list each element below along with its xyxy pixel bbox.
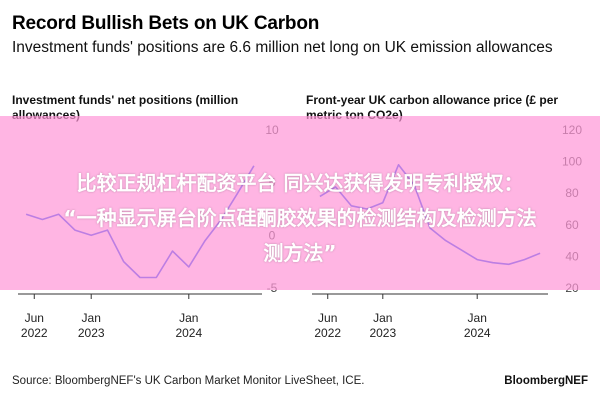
source-note: Source: BloombergNEF's UK Carbon Market … bbox=[12, 375, 365, 387]
watermark-line-3: 测方法” bbox=[263, 241, 337, 265]
x-tick-month-label: Jan bbox=[373, 311, 392, 325]
watermark-line-2: “一种显示屏台阶点硅酮胶效果的检测结构及检测方法 bbox=[63, 206, 537, 230]
x-tick-year-label: 2024 bbox=[464, 326, 491, 340]
brand-logo-text: BloombergNEF bbox=[504, 375, 588, 387]
x-tick-year-label: 2022 bbox=[21, 326, 48, 340]
watermark-line-1: 比较正规杠杆配资平台 同兴达获得发明专利授权： bbox=[76, 171, 524, 195]
x-tick-month-label: Jan bbox=[468, 311, 487, 325]
x-tick-year-label: 2023 bbox=[78, 326, 105, 340]
x-tick-month-label: Jun bbox=[25, 311, 44, 325]
chart-title: Record Bullish Bets on UK Carbon bbox=[12, 13, 320, 34]
chart-subtitle: Investment funds' positions are 6.6 mill… bbox=[12, 39, 553, 56]
watermark-overlay bbox=[0, 116, 600, 290]
x-tick-year-label: 2024 bbox=[175, 326, 202, 340]
x-tick-year-label: 2023 bbox=[369, 326, 396, 340]
x-tick-month-label: Jan bbox=[179, 311, 198, 325]
x-tick-month-label: Jan bbox=[82, 311, 101, 325]
x-tick-month-label: Jun bbox=[318, 311, 337, 325]
x-tick-year-label: 2022 bbox=[314, 326, 341, 340]
